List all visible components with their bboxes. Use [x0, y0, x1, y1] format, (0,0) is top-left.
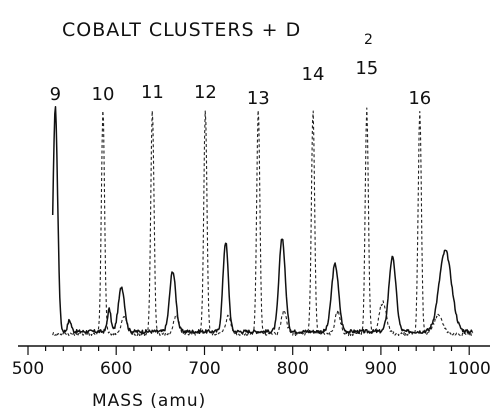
x-axis-label: MASS (amu) — [92, 391, 206, 411]
chart-title: COBALT CLUSTERS + D 2 — [62, 19, 373, 48]
solid-spectrum-trace — [51, 105, 473, 335]
peak-label: 12 — [194, 82, 217, 103]
peak-label: 15 — [355, 58, 378, 79]
peak-label: 16 — [408, 88, 431, 109]
x-axis-tick-label: 900 — [365, 359, 397, 379]
x-axis-tick-label: 1000 — [448, 359, 491, 379]
chart-title-subscript: 2 — [364, 32, 373, 48]
x-axis-tick-label: 500 — [12, 359, 44, 379]
peak-label: 14 — [302, 64, 325, 85]
chart-title-text: COBALT CLUSTERS + D — [62, 19, 301, 41]
dashed-spectrum-trace — [52, 107, 474, 337]
peak-label: 9 — [50, 84, 61, 105]
dashed-trace-layer — [52, 107, 474, 337]
peak-label: 13 — [247, 88, 270, 109]
x-axis-tick-label: 700 — [188, 359, 220, 379]
solid-trace-layer — [51, 105, 473, 335]
x-axis-tick-label: 600 — [100, 359, 132, 379]
x-axis-ticks: 500 600 700 800 900 1000 — [12, 346, 491, 379]
peak-labels: 9 10 11 12 13 14 15 16 — [50, 58, 432, 109]
peak-label: 11 — [141, 82, 164, 103]
x-axis-tick-label: 800 — [276, 359, 308, 379]
peak-label: 10 — [92, 84, 115, 105]
